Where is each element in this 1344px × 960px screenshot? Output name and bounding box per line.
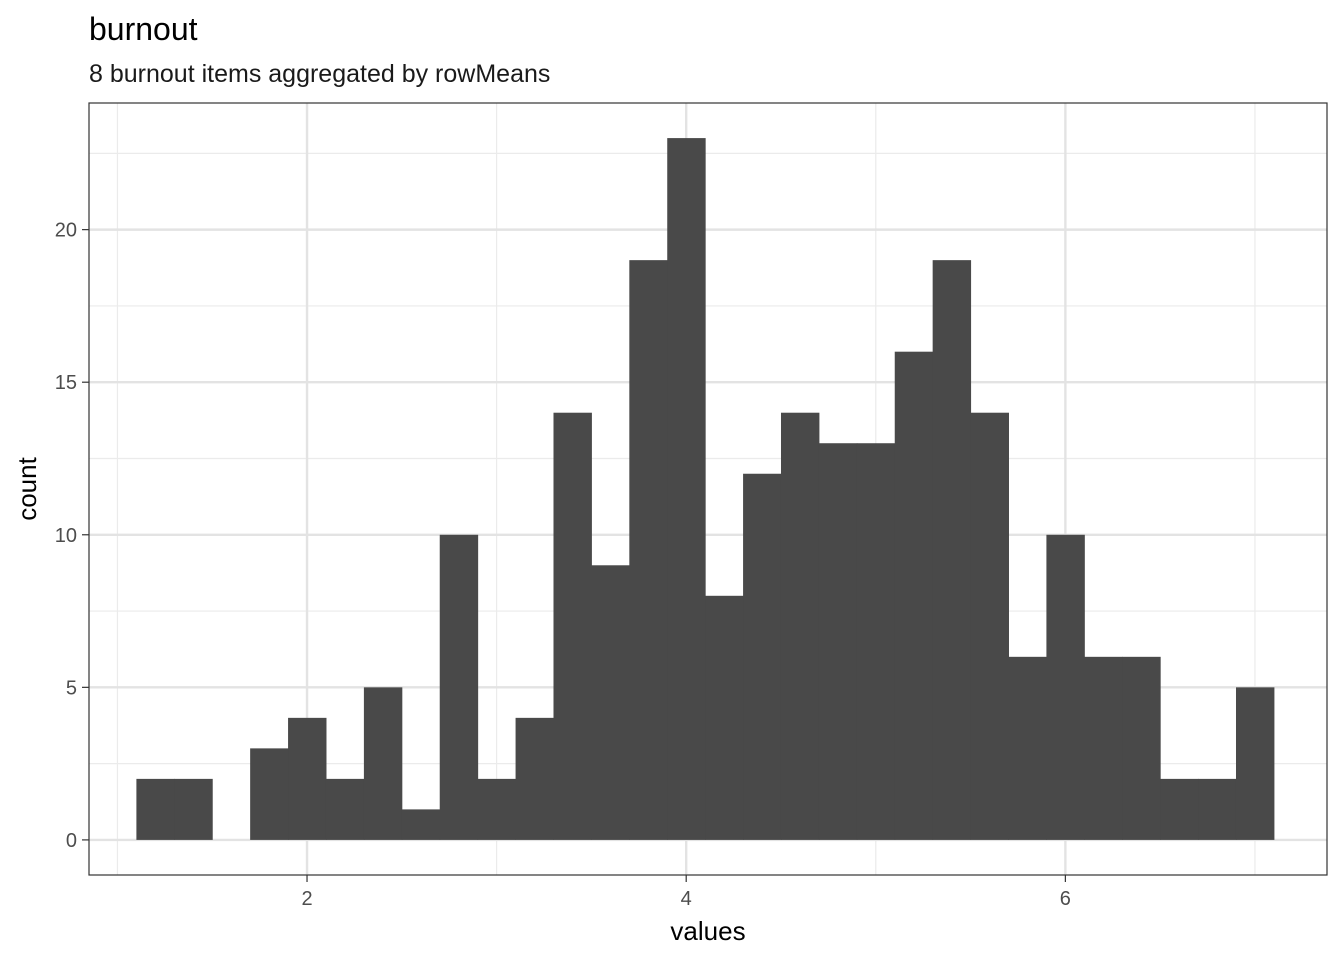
histogram-bar <box>780 412 820 840</box>
histogram-bar <box>1046 534 1085 840</box>
histogram-bar <box>439 534 479 840</box>
chart-title: burnout <box>89 11 198 47</box>
histogram-bar <box>401 809 441 840</box>
chart-subtitle: 8 burnout items aggregated by rowMeans <box>89 60 550 88</box>
histogram-bar <box>136 778 175 840</box>
histogram-bar <box>553 412 592 840</box>
histogram-bar <box>856 443 896 840</box>
histogram-bar <box>174 778 213 840</box>
histogram-bar <box>477 778 517 840</box>
histogram-bar <box>515 717 554 840</box>
x-axis: 2 4 6 <box>301 875 1071 910</box>
plot-panel-border <box>88 102 1328 876</box>
histogram-bar <box>932 260 972 840</box>
histogram-bar <box>1008 656 1047 840</box>
histogram-bar <box>288 717 327 840</box>
x-tick-label: 2 <box>301 888 312 910</box>
histogram-bar <box>970 412 1009 840</box>
histogram-bar <box>894 351 934 840</box>
histogram-bar <box>818 443 858 840</box>
histogram-bar <box>591 565 630 840</box>
histogram-bar <box>1235 687 1275 840</box>
y-axis-title: count <box>12 456 42 520</box>
histogram-bar <box>1198 778 1237 840</box>
y-tick-label: 5 <box>66 677 77 699</box>
x-tick-label: 6 <box>1060 888 1071 910</box>
histogram-bar <box>705 595 744 840</box>
histogram-bar <box>1084 656 1123 840</box>
y-tick-label: 20 <box>55 220 77 242</box>
y-axis: 0 5 10 15 20 <box>55 220 89 852</box>
histogram-bar <box>667 138 706 840</box>
x-axis-title: values <box>670 916 745 946</box>
histogram-bar <box>1122 656 1161 840</box>
y-tick-label: 10 <box>55 525 77 547</box>
histogram-bar <box>325 778 365 840</box>
x-tick-label: 4 <box>681 888 692 910</box>
histogram-bar <box>629 260 668 840</box>
histogram-bars <box>136 138 1275 840</box>
histogram-bar <box>363 687 403 840</box>
histogram-bar <box>1160 778 1199 840</box>
histogram-bar <box>250 748 289 840</box>
y-tick-label: 15 <box>55 372 77 394</box>
y-tick-label: 0 <box>66 830 77 852</box>
histogram-bar <box>743 473 782 840</box>
